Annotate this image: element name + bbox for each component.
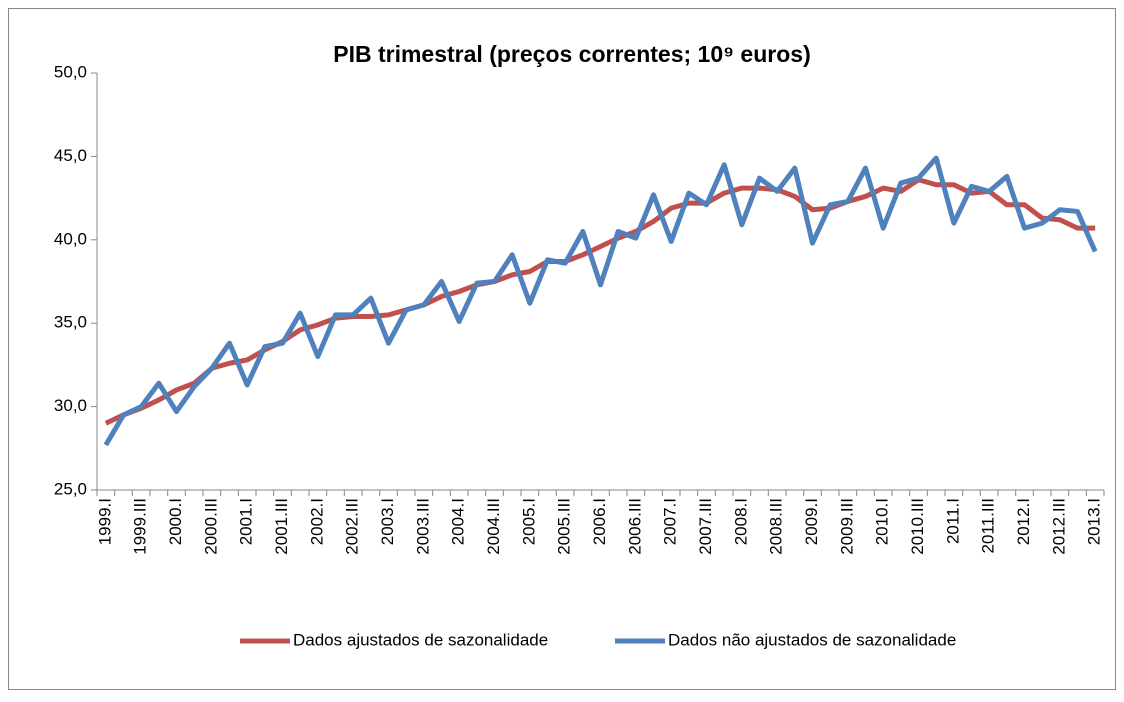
y-tick-label: 30,0 bbox=[54, 396, 87, 415]
x-tick-label: 2009.III bbox=[837, 498, 856, 555]
x-tick-label: 2013.I bbox=[1085, 498, 1104, 545]
y-tick-label: 45,0 bbox=[54, 146, 87, 165]
x-tick-label: 2000.I bbox=[166, 498, 185, 545]
x-tick-label: 2004.III bbox=[484, 498, 503, 555]
x-tick-label: 1999.III bbox=[131, 498, 150, 555]
chart-title: PIB trimestral (preços correntes; 10⁹ eu… bbox=[333, 41, 810, 67]
x-tick-label: 2011.I bbox=[943, 498, 962, 544]
x-tick-label: 2012.III bbox=[1049, 498, 1068, 555]
legend-label: Dados ajustados de sazonalidade bbox=[293, 630, 548, 649]
chart-frame bbox=[8, 8, 1116, 690]
x-tick-label: 2010.III bbox=[908, 498, 927, 555]
x-tick-label: 2006.I bbox=[590, 498, 609, 545]
x-tick-label: 2007.I bbox=[661, 498, 680, 545]
y-tick-label: 40,0 bbox=[54, 229, 87, 248]
series-line bbox=[103, 155, 1098, 447]
x-tick-label: 2001.I bbox=[237, 498, 256, 545]
x-tick-label: 2007.III bbox=[696, 498, 715, 555]
x-tick-label: 2008.I bbox=[731, 498, 750, 545]
x-tick-label: 2009.I bbox=[802, 498, 821, 545]
x-tick-label: 2005.III bbox=[555, 498, 574, 555]
x-tick-label: 2002.III bbox=[343, 498, 362, 555]
x-tick-label: 2004.I bbox=[449, 498, 468, 545]
x-tick-label: 2010.I bbox=[873, 498, 892, 545]
x-tick-label: 2011.III bbox=[979, 498, 998, 553]
x-tick-label: 2005.I bbox=[519, 498, 538, 545]
legend-label: Dados não ajustados de sazonalidade bbox=[668, 630, 956, 649]
x-tick-label: 2000.III bbox=[201, 498, 220, 555]
x-tick-label: 2003.I bbox=[378, 498, 397, 545]
x-tick-label: 2003.III bbox=[413, 498, 432, 555]
y-tick-label: 35,0 bbox=[54, 313, 87, 332]
x-tick-label: 2008.III bbox=[767, 498, 786, 555]
y-tick-label: 25,0 bbox=[54, 479, 87, 498]
x-tick-label: 2012.I bbox=[1014, 498, 1033, 545]
x-tick-label: 2002.I bbox=[307, 498, 326, 545]
x-tick-label: 1999.I bbox=[95, 498, 114, 545]
y-tick-label: 50,0 bbox=[54, 62, 87, 81]
x-tick-label: 2001.III bbox=[272, 498, 291, 555]
x-tick-label: 2006.III bbox=[625, 498, 644, 555]
